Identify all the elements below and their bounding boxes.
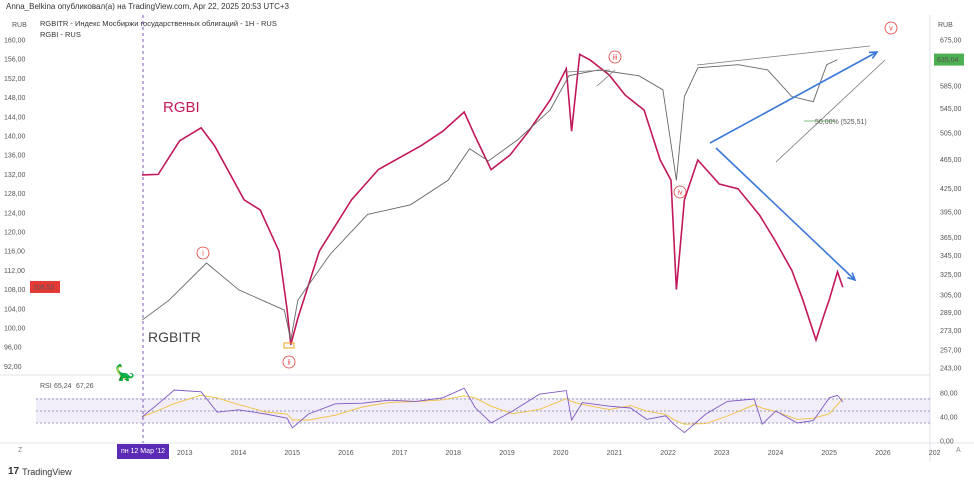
zoom-toggle[interactable]: Z	[18, 447, 23, 454]
arrow-up-head-icon	[868, 51, 879, 59]
time-axis-tick: 2021	[607, 450, 623, 457]
arrow-up[interactable]	[709, 51, 878, 144]
wave-label-circle[interactable]	[673, 185, 687, 199]
left-axis-tick: 136,00	[4, 153, 26, 160]
time-axis-tick: 202	[929, 450, 941, 457]
footer-brand: 17 TradingView	[8, 466, 72, 477]
time-axis-tick: 2024	[768, 450, 784, 457]
auto-scale-toggle[interactable]: A	[956, 447, 961, 454]
right-axis-tick: 675,00	[940, 38, 962, 45]
right-axis-tick: 289,00	[940, 310, 962, 317]
left-axis-unit: RUB	[12, 22, 27, 29]
left-axis-tick: 156,00	[4, 57, 26, 64]
rgbitr-price-tag	[934, 53, 964, 66]
rgbitr-price-tag-text: 635,04	[937, 57, 959, 64]
left-axis-tick: 132,00	[4, 172, 26, 179]
crosshair-date-label: пн 12 Мар '12	[117, 444, 169, 459]
trend-line-top[interactable]	[564, 69, 611, 73]
time-axis-tick: 2019	[499, 450, 515, 457]
trend-line-lower[interactable]	[775, 59, 886, 163]
symbol-legend: RGBITR - Индекс Мосбиржи государственных…	[40, 18, 277, 40]
left-axis-tick: 108,00	[4, 287, 26, 294]
arrow-down[interactable]	[715, 147, 856, 281]
right-axis-tick: 545,00	[940, 106, 962, 113]
time-axis-tick: 2016	[338, 450, 354, 457]
left-axis-tick: 92,00	[4, 364, 22, 371]
legend-rgbitr[interactable]: RGBITR - Индекс Мосбиржи государственных…	[40, 19, 277, 28]
wave-label-circle[interactable]	[884, 21, 898, 35]
rsi-ma-value: 67,26	[76, 383, 94, 390]
right-axis-tick: 305,00	[940, 293, 962, 300]
left-axis-tick: 160,00	[4, 38, 26, 45]
low-marker[interactable]	[283, 342, 295, 349]
rgbi-price-tag-text: 108,55	[33, 284, 55, 291]
left-axis-tick: 144,00	[4, 114, 26, 121]
left-axis-tick: 140,00	[4, 134, 26, 141]
footer-brand-text: TradingView	[22, 466, 72, 477]
time-axis-tick: 2015	[284, 450, 300, 457]
left-axis-tick: 100,00	[4, 326, 26, 333]
left-axis-tick: 112,00	[4, 268, 25, 275]
legend-rgbi[interactable]: RGBI - RUS	[40, 30, 81, 39]
dino-icon: 🦕	[115, 363, 135, 382]
right-axis-tick: 345,00	[940, 253, 962, 260]
right-axis-tick: 325,00	[940, 272, 962, 279]
right-axis-tick: 257,00	[940, 347, 962, 354]
time-axis-tick: 2018	[446, 450, 462, 457]
rsi-label: RSI	[40, 383, 52, 390]
wave-label-circle[interactable]	[196, 246, 210, 260]
right-axis-tick: 465,00	[940, 157, 962, 164]
trend-line-upper[interactable]	[696, 45, 871, 66]
right-axis-tick: 585,00	[940, 83, 962, 90]
wave-label-text: iii	[613, 55, 618, 62]
right-axis-tick: 273,00	[940, 328, 962, 335]
right-axis-tick: 425,00	[940, 186, 962, 193]
wave-label-circle[interactable]	[608, 50, 622, 64]
time-axis-tick: 2013	[177, 450, 193, 457]
time-axis-tick: 2020	[553, 450, 569, 457]
left-axis-tick: 120,00	[4, 230, 26, 237]
time-axis-tick: 2023	[714, 450, 730, 457]
publish-header: Anna_Belkina опубликовал(а) на TradingVi…	[6, 2, 289, 11]
rgbi-annotation[interactable]: RGBI	[163, 99, 200, 116]
left-axis-tick: 116,00	[4, 249, 25, 256]
right-axis-tick: 365,00	[940, 235, 962, 242]
series-rgbi-line[interactable]	[141, 53, 844, 346]
series-rsi-line[interactable]	[141, 387, 844, 434]
wave-label-text: v	[889, 26, 893, 33]
left-axis-tick: 152,00	[4, 76, 26, 83]
series-rgbitr-line[interactable]	[141, 59, 838, 341]
right-axis-tick: 243,00	[940, 365, 962, 372]
time-axis-tick: 2022	[660, 450, 676, 457]
left-axis-tick: 104,00	[4, 306, 26, 313]
right-axis-unit: RUB	[938, 22, 953, 29]
time-axis-tick: 2017	[392, 450, 408, 457]
right-axis-tick: 395,00	[940, 210, 962, 217]
left-axis-tick: 124,00	[4, 210, 26, 217]
tradingview-logo-icon: 17	[8, 466, 20, 477]
wave-label-text: i	[202, 251, 204, 258]
arrow-down-head-icon	[847, 272, 857, 282]
fib-level-label: 50,00% (525,51)	[815, 119, 867, 126]
wave-label-text: ii	[287, 360, 291, 367]
wave-label-text: iv	[677, 190, 683, 197]
rsi-axis-tick: 40,00	[940, 415, 958, 422]
rsi-axis-tick: 80,00	[940, 391, 958, 398]
time-axis-tick: 2026	[875, 450, 891, 457]
wave-label-circle[interactable]	[282, 355, 296, 369]
rsi-axis-tick: 0,00	[940, 439, 954, 446]
left-axis-tick: 96,00	[4, 345, 22, 352]
trend-line-short[interactable]	[596, 69, 616, 87]
time-axis-tick: 2014	[231, 450, 247, 457]
right-axis-tick: 505,00	[940, 131, 962, 138]
rsi-value: 65,24	[54, 383, 72, 390]
rgbitr-annotation[interactable]: RGBITR	[148, 329, 201, 345]
rgbi-price-tag	[30, 280, 60, 293]
left-axis-tick: 148,00	[4, 95, 26, 102]
rsi-ma-line	[141, 394, 844, 425]
left-axis-tick: 128,00	[4, 191, 26, 198]
time-axis-tick: 2025	[821, 450, 837, 457]
